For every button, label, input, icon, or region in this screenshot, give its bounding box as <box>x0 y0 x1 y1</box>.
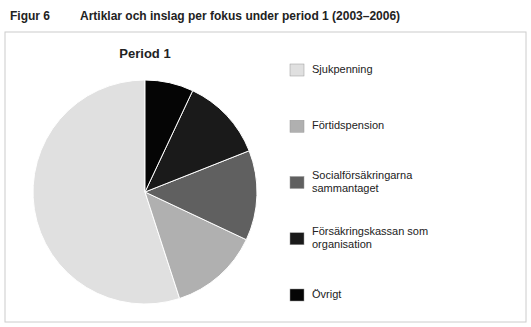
legend: Sjukpenning Förtidspension Socialförsäkrin… <box>290 63 428 301</box>
legend-label-line: organisation <box>312 238 372 250</box>
legend-label-line: sammantaget <box>312 182 379 194</box>
pie-slice <box>145 80 193 192</box>
legend-swatch <box>290 233 304 245</box>
legend-swatch <box>290 289 304 301</box>
legend-label-line: Försäkringskassan som <box>312 225 428 237</box>
legend-swatch <box>290 64 304 76</box>
legend-label: Socialförsäkringarnasammantaget <box>312 169 413 194</box>
legend-label: Sjukpenning <box>312 63 373 75</box>
header-label: Figur 6 <box>10 9 50 23</box>
legend-swatch <box>290 120 304 132</box>
frame <box>5 32 526 322</box>
chart-svg: Figur 6 Artiklar och inslag per fokus und… <box>0 0 531 327</box>
legend-label-line: Socialförsäkringarna <box>312 169 413 181</box>
chart-container: Figur 6 Artiklar och inslag per fokus und… <box>0 0 531 327</box>
legend-label: Försäkringskassan somorganisation <box>312 225 428 250</box>
legend-label-line: Sjukpenning <box>312 63 373 75</box>
pie <box>33 80 257 304</box>
legend-swatch <box>290 177 304 189</box>
legend-label: Förtidspension <box>312 119 384 131</box>
legend-label-line: Förtidspension <box>312 119 384 131</box>
title: Period 1 <box>119 46 170 61</box>
legend-label: Övrigt <box>312 288 341 300</box>
subtitle: Artiklar och inslag per fokus under peri… <box>80 9 400 23</box>
legend-label-line: Övrigt <box>312 288 341 300</box>
